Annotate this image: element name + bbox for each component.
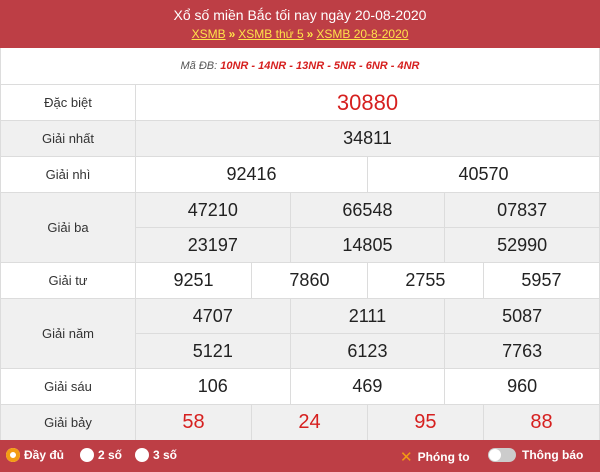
special-code-row: Mã ĐB: 10NR - 14NR - 13NR - 5NR - 6NR - …: [0, 48, 600, 84]
row-giai-tu: Giải tư 9251 7860 2755 5957: [0, 262, 600, 299]
result-header: Xổ số miền Bắc tối nay ngày 20-08-2020 X…: [0, 0, 600, 48]
option-3-digits-label: 3 số: [153, 448, 178, 462]
prize-number: 2755: [366, 262, 484, 299]
prize-number: 5087: [444, 298, 600, 334]
toggle-switch[interactable]: [488, 448, 516, 462]
prize-number: 2111: [289, 298, 446, 334]
prize-number: 7763: [444, 333, 600, 369]
prize-label: Giải tư: [0, 262, 136, 299]
prize-label: Giải năm: [0, 298, 136, 369]
breadcrumb-xsmb-date[interactable]: XSMB 20-8-2020: [316, 27, 409, 41]
results-table: Đặc biệt 30880 Giải nhất 34811 Giải nhì …: [0, 84, 600, 441]
option-3-digits[interactable]: 3 số: [135, 448, 177, 462]
display-options-bar: Đầy đủ 2 số 3 số ✕ Phóng to Thông báo: [0, 440, 600, 472]
prize-label: Giải nhì: [0, 156, 136, 193]
breadcrumb-xsmb-thu5[interactable]: XSMB thứ 5: [238, 27, 304, 41]
prize-number: 40570: [366, 156, 600, 193]
prize-number: 106: [135, 368, 291, 405]
prize-number: 14805: [289, 227, 446, 263]
radio-2-digits[interactable]: [80, 448, 94, 462]
prize-label: Giải sáu: [0, 368, 136, 405]
breadcrumb-xsmb[interactable]: XSMB: [191, 27, 226, 41]
prize-number: 5121: [135, 333, 291, 369]
option-full[interactable]: Đầy đủ: [6, 448, 64, 462]
row-giai-bay: Giải bảy 58 24 95 88: [0, 404, 600, 441]
prize-number: 30880: [135, 84, 600, 121]
expand-icon: ✕: [400, 449, 413, 466]
prize-number: 34811: [135, 120, 600, 157]
option-2-digits-label: 2 số: [98, 448, 123, 462]
row-giai-nhat: Giải nhất 34811: [0, 120, 600, 157]
prize-number: 5957: [482, 262, 600, 299]
notify-label: Thông báo: [522, 448, 584, 462]
prize-number: 47210: [135, 192, 291, 228]
prize-number: 52990: [444, 227, 600, 263]
zoom-label: Phóng to: [417, 450, 470, 464]
prize-label: Giải ba: [0, 192, 136, 263]
breadcrumb: XSMB» XSMB thứ 5» XSMB 20-8-2020: [0, 26, 600, 42]
prize-number: 23197: [135, 227, 291, 263]
row-giai-sau: Giải sáu 106 469 960: [0, 368, 600, 405]
radio-full[interactable]: [6, 448, 20, 462]
prize-number: 960: [444, 368, 600, 405]
prize-number: 6123: [289, 333, 446, 369]
prize-label: Giải nhất: [0, 120, 136, 157]
prize-number: 88: [482, 404, 600, 441]
special-code-values: 10NR - 14NR - 13NR - 5NR - 6NR - 4NR: [220, 60, 420, 72]
prize-number: 4707: [135, 298, 291, 334]
option-full-label: Đầy đủ: [24, 448, 65, 462]
radio-3-digits[interactable]: [135, 448, 149, 462]
special-code-label: Mã ĐB:: [180, 60, 218, 72]
prize-number: 07837: [444, 192, 600, 228]
breadcrumb-separator: »: [306, 27, 314, 41]
page-title: Xổ số miền Bắc tối nay ngày 20-08-2020: [173, 7, 427, 23]
row-giai-ba: Giải ba 47210 66548 07837: [0, 192, 600, 263]
prize-number: 24: [250, 404, 368, 441]
row-giai-nam-2: 5121 6123 7763: [1, 333, 600, 369]
prize-number: 9251: [135, 262, 252, 299]
prize-number: 92416: [135, 156, 368, 193]
row-dac-biet: Đặc biệt 30880: [0, 84, 600, 121]
prize-number: 7860: [250, 262, 368, 299]
prize-number: 469: [289, 368, 446, 405]
row-giai-ba-2: 23197 14805 52990: [1, 227, 600, 263]
prize-number: 66548: [289, 192, 446, 228]
option-2-digits[interactable]: 2 số: [80, 448, 122, 462]
notify-toggle[interactable]: Thông báo: [488, 448, 583, 462]
prize-number: 58: [135, 404, 252, 441]
row-giai-nam: Giải năm 4707 2111 5087: [0, 298, 600, 369]
zoom-button[interactable]: ✕ Phóng to: [400, 448, 470, 466]
row-giai-nhi: Giải nhì 92416 40570: [0, 156, 600, 193]
breadcrumb-separator: »: [228, 27, 236, 41]
prize-label: Đặc biệt: [0, 84, 136, 121]
prize-number: 95: [366, 404, 484, 441]
prize-label: Giải bảy: [0, 404, 136, 441]
